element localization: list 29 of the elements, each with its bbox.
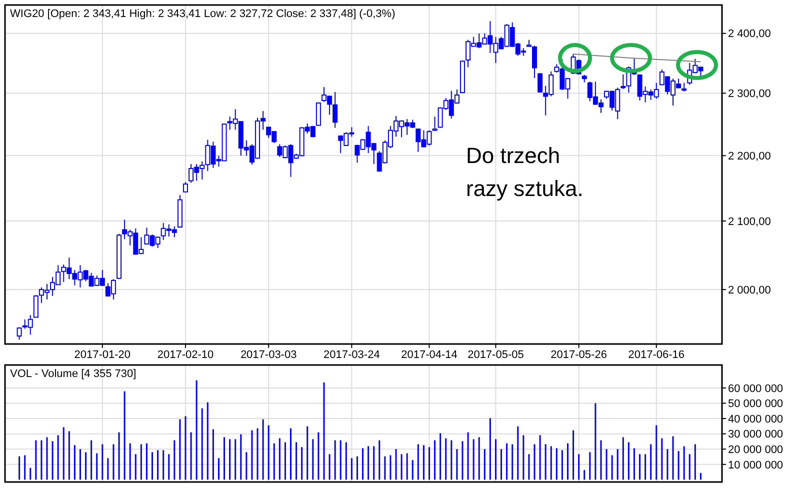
- y-tick-label: 2 400,00: [728, 28, 771, 40]
- candlestick: [316, 102, 321, 126]
- chart-title: VOL - Volume [4 355 730]: [10, 368, 136, 380]
- y-tick-label: 10 000 000: [728, 459, 784, 472]
- annotation: Do trzech razy sztuka.: [466, 143, 584, 201]
- y-tick-label: 30 000 000: [728, 428, 784, 441]
- chart-title: WIG20 [Open: 2 343,41 High: 2 343,41 Low: 2 327,72 Close: 2 337,48] (-0,3%): [10, 8, 396, 20]
- candlestick: [33, 294, 38, 318]
- y-tick-label: 40 000 000: [728, 413, 784, 426]
- x-tick-label: 2017-01-20: [74, 349, 131, 361]
- y-tick-label: 2 300,00: [728, 88, 771, 100]
- x-tick-label: 2017-04-14: [401, 349, 458, 361]
- candlestick: [16, 326, 22, 340]
- y-tick-label: 60 000 000: [728, 382, 784, 395]
- x-tick-label: 2017-03-24: [324, 349, 380, 361]
- candlestick: [182, 182, 188, 192]
- x-tick-label: 2017-05-26: [550, 349, 607, 361]
- y-tick-label: 2 200,00: [728, 150, 771, 162]
- x-tick-label: 2017-03-03: [240, 349, 297, 361]
- y-tick-label: 2 000,00: [728, 284, 771, 296]
- candlestick: [538, 72, 543, 94]
- x-tick-label: 2017-06-16: [628, 349, 685, 361]
- y-tick-label: 20 000 000: [728, 444, 784, 456]
- y-tick-label: 2 100,00: [728, 216, 771, 228]
- candlestick: [332, 91, 338, 128]
- candlestick: [432, 116, 438, 132]
- x-tick-label: 2017-05-05: [468, 349, 524, 361]
- x-tick-label: 2017-02-10: [157, 349, 214, 361]
- y-tick-label: 50 000 000: [728, 398, 784, 410]
